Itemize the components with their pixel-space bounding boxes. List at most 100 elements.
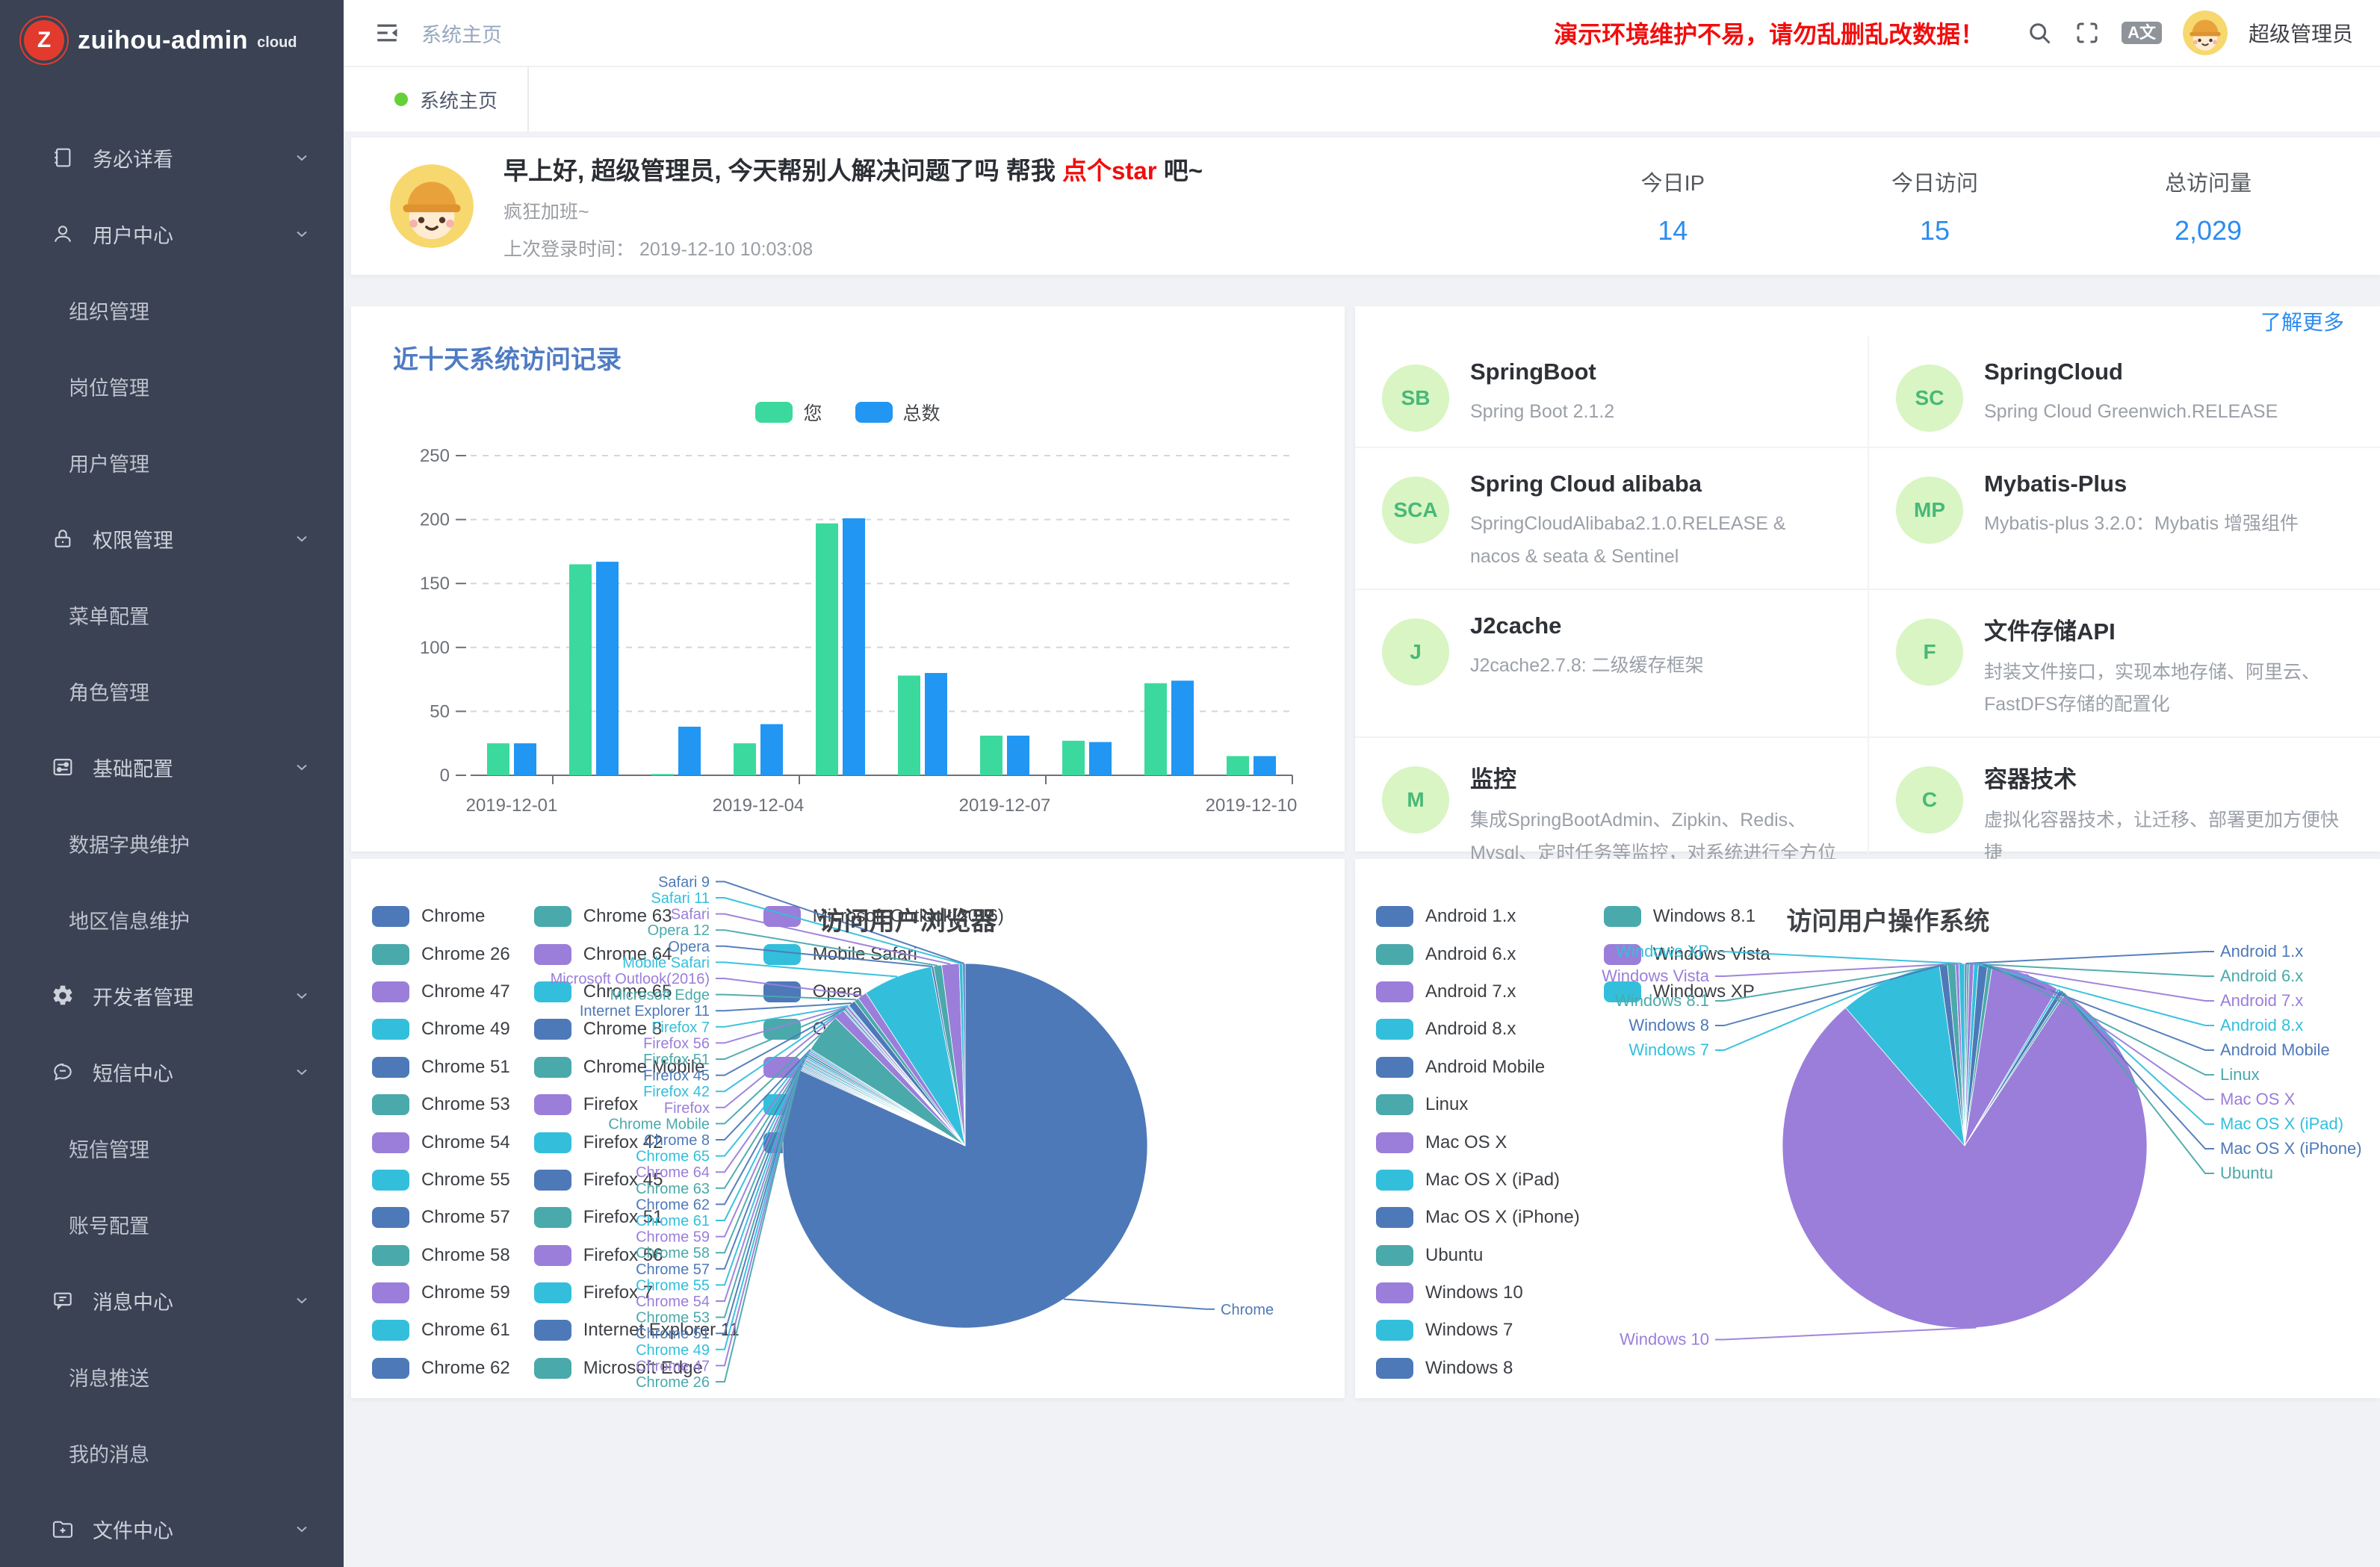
pie-callout-label: Chrome 58 <box>636 1245 710 1262</box>
sidebar-item-账号配置[interactable]: 账号配置 <box>0 1186 344 1262</box>
tech-card-Mybatis-Plus: MPMybatis-PlusMybatis-plus 3.2.0：Mybatis… <box>1868 447 2380 589</box>
pie-callout-label: Chrome 53 <box>636 1310 710 1326</box>
tech-title: 监控 <box>1470 760 1841 794</box>
svg-text:50: 50 <box>430 701 450 722</box>
sidebar-item-组织管理[interactable]: 组织管理 <box>0 272 344 348</box>
book-icon <box>51 146 75 170</box>
pie-callout-label: Safari 11 <box>651 890 710 907</box>
page-content: 早上好, 超级管理员, 今天帮别人解决问题了吗 帮我 点个star 吧~ 疯狂加… <box>344 131 2380 1567</box>
bar-总数-2019-12-09[interactable] <box>1171 680 1194 775</box>
sidebar-item-文件中心[interactable]: 文件中心 <box>0 1491 344 1567</box>
bar-您-2019-12-10[interactable] <box>1227 756 1249 775</box>
stat-总访问量: 总访问量2,029 <box>2165 166 2252 246</box>
tab-system-home[interactable]: 系统主页 <box>365 67 529 131</box>
bar-总数-2019-12-08[interactable] <box>1089 742 1112 775</box>
sidebar-item-用户管理[interactable]: 用户管理 <box>0 424 344 500</box>
pie-callout-label: Mac OS X (iPhone) <box>2220 1139 2362 1158</box>
sidebar-item-短信中心[interactable]: 短信中心 <box>0 1034 344 1110</box>
sidebar-item-务必详看[interactable]: 务必详看 <box>0 120 344 196</box>
bar-您-2019-12-06[interactable] <box>898 675 920 775</box>
sidebar-item-基础配置[interactable]: 基础配置 <box>0 729 344 805</box>
pie-callout-label: Windows 8 <box>1628 1016 1709 1034</box>
pie-callout-label: Microsoft Edge <box>610 987 710 1004</box>
sidebar-item-数据字典维护[interactable]: 数据字典维护 <box>0 805 344 881</box>
pie-label-line <box>1715 1328 1976 1340</box>
bar-总数-2019-12-03[interactable] <box>678 727 701 775</box>
sidebar-item-岗位管理[interactable]: 岗位管理 <box>0 348 344 424</box>
bar-总数-2019-12-06[interactable] <box>925 673 947 775</box>
user-avatar[interactable] <box>2183 10 2228 55</box>
bar-chart[interactable]: 0501001502002502019-12-012019-12-042019-… <box>366 444 1330 835</box>
app-logo[interactable]: Z zuihou-admin cloud <box>0 0 344 81</box>
stats-row: 今日IP14今日访问15总访问量2,029 <box>1641 166 2252 246</box>
pie-label-line <box>1064 1299 1215 1309</box>
svg-text:150: 150 <box>420 574 450 594</box>
sidebar-item-我的消息[interactable]: 我的消息 <box>0 1415 344 1491</box>
breadcrumb[interactable]: 系统主页 <box>421 19 502 48</box>
legend-item-您[interactable]: 您 <box>755 399 822 426</box>
logo-badge: cloud <box>257 34 297 52</box>
bar-总数-2019-12-10[interactable] <box>1253 756 1276 775</box>
bar-您-2019-12-08[interactable] <box>1062 741 1085 775</box>
legend-item-总数[interactable]: 总数 <box>855 399 940 426</box>
sidebar-item-地区信息维护[interactable]: 地区信息维护 <box>0 881 344 958</box>
pie-callout-label: Chrome 59 <box>636 1229 710 1246</box>
bar-总数-2019-12-04[interactable] <box>760 724 783 775</box>
sidebar-item-权限管理[interactable]: 权限管理 <box>0 500 344 577</box>
bar-您-2019-12-05[interactable] <box>816 524 838 775</box>
chat-square-icon <box>51 1288 75 1312</box>
stat-今日访问: 今日访问15 <box>1891 166 1978 246</box>
bar-总数-2019-12-05[interactable] <box>843 518 865 775</box>
bar-您-2019-12-09[interactable] <box>1144 683 1167 775</box>
search-icon[interactable] <box>2026 19 2053 46</box>
pie-callout-label: Chrome 65 <box>636 1149 710 1165</box>
learn-more-link[interactable]: 了解更多 <box>2260 306 2344 336</box>
pie-callout-label: Chrome 51 <box>636 1326 710 1342</box>
pie-callout-label: Firefox 42 <box>643 1084 710 1100</box>
language-icon[interactable]: A文 <box>2122 22 2162 44</box>
os-pie-chart[interactable]: Windows XPWindows VistaWindows 8.1Window… <box>1355 859 2380 1398</box>
sidebar-item-用户中心[interactable]: 用户中心 <box>0 196 344 272</box>
pie-callout-label: Mac OS X <box>2220 1090 2296 1108</box>
sidebar-item-菜单配置[interactable]: 菜单配置 <box>0 577 344 653</box>
bar-您-2019-12-04[interactable] <box>734 743 756 775</box>
tech-avatar: F <box>1896 618 1963 686</box>
browser-pie-chart[interactable]: Safari 9Safari 11SafariOpera 12OperaMobi… <box>351 859 1345 1398</box>
bar-您-2019-12-07[interactable] <box>980 736 1002 775</box>
x-axis-label: 2019-12-10 <box>1206 795 1298 816</box>
bar-总数-2019-12-02[interactable] <box>596 562 619 775</box>
sidebar-item-开发者管理[interactable]: 开发者管理 <box>0 958 344 1034</box>
bar-您-2019-12-03[interactable] <box>651 774 674 775</box>
browser-pie-card: 访问用户浏览器 ChromeChrome 26Chrome 47Chrome 4… <box>351 859 1345 1398</box>
lock-icon <box>51 527 75 550</box>
chevron-down-icon <box>293 1291 311 1309</box>
bar-您-2019-12-01[interactable] <box>487 743 509 775</box>
stat-label: 总访问量 <box>2165 166 2252 197</box>
x-axis-label: 2019-12-01 <box>466 795 558 816</box>
tech-desc: Spring Boot 2.1.2 <box>1470 396 1614 429</box>
sidebar-item-消息中心[interactable]: 消息中心 <box>0 1262 344 1338</box>
pie-callout-label: Firefox 45 <box>643 1068 710 1085</box>
bar-您-2019-12-02[interactable] <box>569 565 592 775</box>
sidebar-item-label: 数据字典维护 <box>69 829 190 858</box>
fullscreen-icon[interactable] <box>2074 19 2101 46</box>
chevron-down-icon <box>293 530 311 547</box>
star-link[interactable]: 点个star <box>1062 157 1157 184</box>
sidebar-item-角色管理[interactable]: 角色管理 <box>0 653 344 729</box>
pie-callout-label: Chrome 26 <box>636 1374 710 1391</box>
legend-swatch <box>755 402 793 423</box>
chevron-down-icon <box>293 225 311 243</box>
bar-总数-2019-12-07[interactable] <box>1007 736 1029 775</box>
bar-总数-2019-12-01[interactable] <box>514 743 536 775</box>
stat-label: 今日IP <box>1641 166 1705 197</box>
pie-label-line <box>716 962 897 976</box>
username[interactable]: 超级管理员 <box>2249 18 2353 48</box>
sidebar-item-短信管理[interactable]: 短信管理 <box>0 1110 344 1186</box>
sidebar-item-消息推送[interactable]: 消息推送 <box>0 1338 344 1415</box>
sidebar-item-label: 文件中心 <box>93 1515 173 1544</box>
pie-callout-label: Opera 12 <box>648 922 710 939</box>
greeting-text-block: 早上好, 超级管理员, 今天帮别人解决问题了吗 帮我 点个star 吧~ 疯狂加… <box>503 151 1203 261</box>
tech-title: 容器技术 <box>1984 760 2353 794</box>
menu-fold-icon[interactable] <box>374 19 400 46</box>
pie-callout-label: Windows 8.1 <box>1615 991 1709 1010</box>
